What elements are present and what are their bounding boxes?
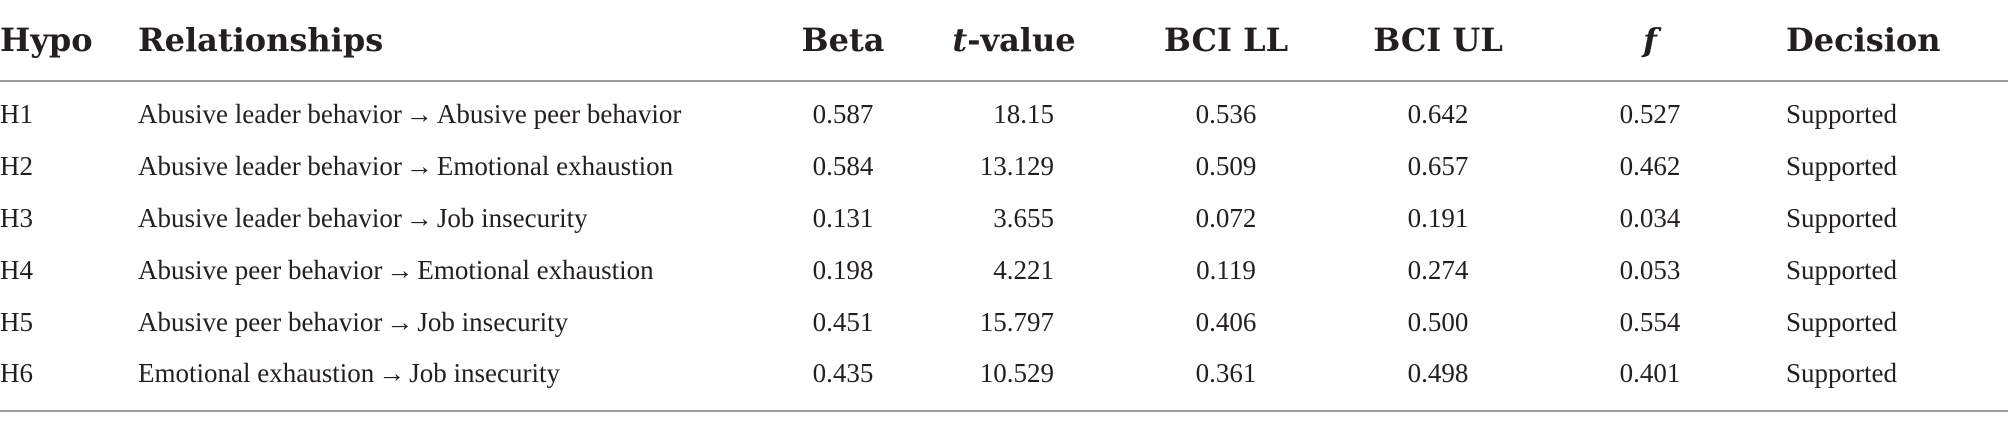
arrow-icon: → <box>378 357 406 388</box>
cell-f: 0.053 <box>1619 254 1681 285</box>
cell-t-value: 18.15 <box>908 81 1120 140</box>
header-t-value: t-value <box>908 0 1120 82</box>
header-bci-ul: BCI UL <box>1332 0 1544 82</box>
relationship-to: Emotional exhaustion <box>436 150 674 181</box>
cell-decision: Supported <box>1786 306 1897 337</box>
cell-bci-ll: 0.119 <box>1196 254 1256 285</box>
cell-hypo: H3 <box>0 202 33 233</box>
header-row: Hypo Relationships Beta t-value BCI LL B… <box>0 0 2008 82</box>
header-t-prefix: t <box>952 21 968 59</box>
cell-bci-ul: 0.500 <box>1407 306 1469 337</box>
cell-relationship: Emotional exhaustion → Job insecurity <box>138 348 778 412</box>
cell-beta: 0.198 <box>812 254 874 285</box>
header-f-label: f <box>1643 21 1657 59</box>
relationship-from: Abusive peer behavior <box>138 306 383 337</box>
t-value-number: 13.129 <box>979 150 1054 181</box>
header-beta: Beta <box>778 0 908 82</box>
table-row: H1 Abusive leader behavior → Abusive peer … <box>0 81 2008 140</box>
t-value-number: 3.655 <box>993 202 1054 233</box>
cell-hypo: H6 <box>0 348 138 412</box>
cell-decision: Supported <box>1786 98 1897 129</box>
cell-beta: 0.587 <box>812 98 874 129</box>
cell-hypo: H4 <box>0 254 33 285</box>
relationship-to: Job insecurity <box>417 306 569 337</box>
cell-f: 0.034 <box>1619 202 1681 233</box>
arrow-icon: → <box>386 254 414 285</box>
header-f: f <box>1544 0 1756 82</box>
arrow-icon: → <box>405 98 433 129</box>
cell-decision: Supported <box>1786 254 1897 285</box>
table-row: H4 Abusive peer behavior → Emotional exhau… <box>0 244 2008 296</box>
results-table-container: Hypo Relationships Beta t-value BCI LL B… <box>0 0 2008 412</box>
cell-relationship: Abusive leader behavior → Abusive peer beh… <box>138 81 778 140</box>
cell-beta: 0.435 <box>778 348 908 412</box>
relationship-from: Abusive leader behavior <box>138 98 402 129</box>
cell-relationship: Abusive peer behavior → Job insecurity <box>138 296 778 348</box>
cell-hypo: H1 <box>0 98 33 129</box>
relationship-to: Job insecurity <box>436 202 588 233</box>
arrow-icon: → <box>405 150 433 181</box>
relationship-from: Abusive leader behavior <box>138 202 402 233</box>
cell-bci-ul: 0.498 <box>1332 348 1544 412</box>
cell-f: 0.401 <box>1544 348 1756 412</box>
header-t-suffix: -value <box>967 21 1076 59</box>
table-row: H6 Emotional exhaustion → Job insecurity 0… <box>0 348 2008 412</box>
cell-t-value: 4.221 <box>908 244 1120 296</box>
t-value-number: 15.797 <box>979 306 1054 337</box>
cell-f: 0.527 <box>1619 98 1681 129</box>
cell-bci-ll: 0.509 <box>1195 150 1257 181</box>
cell-bci-ul: 0.274 <box>1407 254 1469 285</box>
relationship-from: Abusive leader behavior <box>138 150 402 181</box>
table-row: H5 Abusive peer behavior → Job insecurity … <box>0 296 2008 348</box>
cell-f: 0.554 <box>1619 306 1681 337</box>
relationship-to: Abusive peer behavior <box>436 98 682 129</box>
header-decision: Decision <box>1756 0 2008 82</box>
table-body: H1 Abusive leader behavior → Abusive peer … <box>0 81 2008 412</box>
header-hypo: Hypo <box>0 0 138 82</box>
arrow-icon: → <box>386 306 414 337</box>
hypothesis-results-table: Hypo Relationships Beta t-value BCI LL B… <box>0 0 2008 412</box>
cell-decision: Supported <box>1756 348 2008 412</box>
cell-bci-ul: 0.642 <box>1407 98 1469 129</box>
cell-hypo: H2 <box>0 150 33 181</box>
cell-beta: 0.584 <box>812 150 874 181</box>
cell-t-value: 15.797 <box>908 296 1120 348</box>
cell-beta: 0.451 <box>812 306 874 337</box>
relationship-from: Abusive peer behavior <box>138 254 383 285</box>
cell-t-value: 10.529 <box>908 348 1120 412</box>
cell-t-value: 13.129 <box>908 140 1120 192</box>
relationship-to: Job insecurity <box>409 357 560 388</box>
table-row: H3 Abusive leader behavior → Job insecurit… <box>0 192 2008 244</box>
cell-bci-ul: 0.657 <box>1407 150 1469 181</box>
cell-relationship: Abusive peer behavior → Emotional exhausti… <box>138 244 778 296</box>
cell-hypo: H5 <box>0 306 33 337</box>
arrow-icon: → <box>405 202 433 233</box>
cell-t-value: 3.655 <box>908 192 1120 244</box>
cell-bci-ul: 0.191 <box>1407 202 1469 233</box>
table-header: Hypo Relationships Beta t-value BCI LL B… <box>0 0 2008 82</box>
cell-decision: Supported <box>1786 150 1897 181</box>
cell-bci-ll: 0.406 <box>1195 306 1257 337</box>
cell-bci-ll: 0.361 <box>1120 348 1332 412</box>
header-relationships: Relationships <box>138 0 778 82</box>
cell-f: 0.462 <box>1619 150 1681 181</box>
header-bci-ll: BCI LL <box>1120 0 1332 82</box>
cell-bci-ll: 0.072 <box>1195 202 1257 233</box>
cell-relationship: Abusive leader behavior → Emotional exhaus… <box>138 140 778 192</box>
cell-bci-ll: 0.536 <box>1195 98 1257 129</box>
relationship-to: Emotional exhaustion <box>417 254 654 285</box>
cell-relationship: Abusive leader behavior → Job insecurity <box>138 192 778 244</box>
t-value-number: 10.529 <box>979 357 1054 388</box>
cell-beta: 0.131 <box>812 202 874 233</box>
t-value-number: 4.221 <box>993 254 1054 285</box>
cell-decision: Supported <box>1786 202 1897 233</box>
relationship-from: Emotional exhaustion <box>138 357 375 388</box>
t-value-number: 18.15 <box>993 98 1054 129</box>
table-row: H2 Abusive leader behavior → Emotional exh… <box>0 140 2008 192</box>
